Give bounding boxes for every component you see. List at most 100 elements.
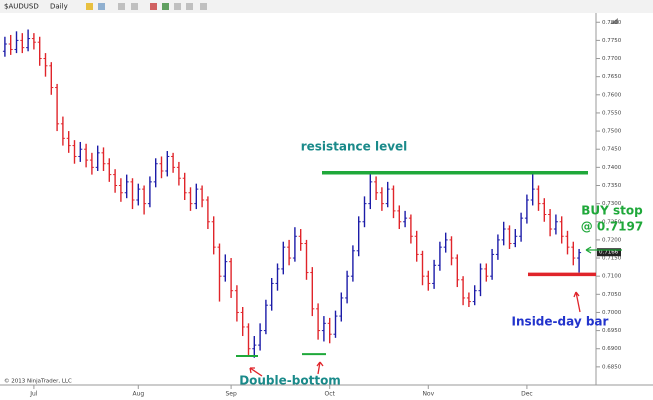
price-bar bbox=[397, 205, 402, 230]
price-bar bbox=[84, 143, 89, 168]
price-bar bbox=[95, 145, 100, 171]
price-bar bbox=[524, 194, 529, 224]
price-bar bbox=[246, 323, 251, 356]
price-bar bbox=[281, 241, 286, 275]
price-bar bbox=[130, 178, 135, 210]
y-tick-label: 0.7450 bbox=[602, 147, 622, 153]
x-tick-label: Aug bbox=[132, 391, 144, 398]
y-tick-label: 0.7600 bbox=[602, 92, 622, 98]
price-bar bbox=[147, 176, 152, 208]
price-bar bbox=[501, 221, 506, 246]
plot: 0.6850 0.6900 0.6950 0.7000 0.7050 0.7100 0.71… bbox=[2, 20, 622, 398]
price-bar bbox=[495, 234, 500, 260]
y-tick-label: 0.7300 bbox=[602, 201, 622, 207]
price-bar bbox=[240, 307, 245, 337]
price-bar bbox=[37, 36, 42, 66]
buy-stop-label: BUY stop bbox=[581, 204, 643, 218]
tool-icon[interactable] bbox=[186, 3, 193, 10]
price-bar bbox=[176, 161, 181, 186]
tool-icon[interactable] bbox=[174, 3, 181, 10]
price-bar bbox=[153, 158, 158, 188]
price-bar bbox=[345, 270, 350, 304]
price-bar bbox=[43, 53, 48, 77]
annotation-arrows bbox=[249, 246, 622, 377]
double-bottom-label: Double-bottom bbox=[239, 374, 341, 388]
price-bar bbox=[205, 196, 210, 230]
price-bar bbox=[159, 156, 164, 179]
y-tick-label: 0.7150 bbox=[602, 256, 622, 262]
buy-stop-price: @ 0.7197 bbox=[581, 220, 643, 234]
tool-icon[interactable] bbox=[86, 3, 93, 10]
price-bar bbox=[536, 185, 541, 211]
price-bar bbox=[472, 285, 477, 306]
tool-icon[interactable] bbox=[200, 3, 207, 10]
price-bar bbox=[548, 209, 553, 237]
x-tick-label: Jul bbox=[29, 391, 38, 398]
price-bar bbox=[571, 241, 576, 266]
price-bar bbox=[437, 241, 442, 271]
y-tick-label: 0.7800 bbox=[602, 20, 622, 26]
price-bar bbox=[379, 187, 384, 211]
y-tick-label: 0.7750 bbox=[602, 38, 622, 44]
tool-icon[interactable] bbox=[162, 3, 169, 10]
price-bar bbox=[223, 254, 228, 282]
price-bar bbox=[200, 185, 205, 208]
price-bar bbox=[449, 236, 454, 266]
tool-icon[interactable] bbox=[131, 3, 138, 10]
arrow bbox=[573, 291, 581, 313]
price-bar bbox=[333, 310, 338, 338]
y-tick-label: 0.7100 bbox=[602, 274, 622, 280]
copyright: © 2013 NinjaTrader, LLC bbox=[4, 378, 72, 385]
price-bar bbox=[113, 169, 118, 193]
price-bar bbox=[577, 248, 582, 273]
price-bar bbox=[171, 152, 176, 173]
period[interactable]: Daily bbox=[50, 3, 68, 11]
price-bar bbox=[194, 183, 199, 210]
price-bar bbox=[385, 181, 390, 208]
y-tick-label: 0.7250 bbox=[602, 219, 622, 225]
price-bar bbox=[107, 158, 112, 182]
y-tick-label: 0.6850 bbox=[602, 364, 622, 370]
price-bar bbox=[466, 292, 471, 308]
price-bar bbox=[426, 270, 431, 291]
price-bar bbox=[2, 36, 7, 57]
price-bar bbox=[327, 317, 332, 344]
price-bar bbox=[182, 172, 187, 200]
price-bar bbox=[142, 185, 147, 215]
price-bar bbox=[408, 214, 413, 244]
price-bar bbox=[136, 183, 141, 206]
inside-day-label: Inside-day bar bbox=[512, 315, 609, 329]
price-bar bbox=[31, 33, 36, 50]
price-bar bbox=[432, 259, 437, 289]
price-bar bbox=[478, 263, 483, 297]
price-bar bbox=[72, 140, 77, 164]
price-bar bbox=[356, 216, 361, 257]
price-bar bbox=[298, 229, 303, 251]
price-bar bbox=[49, 62, 54, 95]
price-bar bbox=[321, 316, 326, 342]
tool-icon[interactable] bbox=[98, 3, 105, 10]
price-bar bbox=[391, 185, 396, 219]
y-tick-label: 0.7500 bbox=[602, 129, 622, 135]
price-bar bbox=[542, 198, 547, 222]
y-tick-label: 0.6900 bbox=[602, 346, 622, 352]
price-bar bbox=[252, 336, 257, 358]
instrument[interactable]: $AUDUSD bbox=[4, 3, 39, 11]
x-tick-label: Oct bbox=[325, 391, 336, 398]
price-bar bbox=[89, 152, 94, 175]
scale-grip[interactable] bbox=[610, 18, 618, 24]
price-bar bbox=[316, 303, 321, 340]
price-bar bbox=[8, 34, 13, 55]
price-bar bbox=[484, 263, 489, 282]
price-bar bbox=[530, 172, 535, 206]
x-tick-label: Sep bbox=[225, 391, 237, 398]
price-bar bbox=[26, 29, 31, 52]
price-bar bbox=[292, 227, 297, 262]
y-tick-label: 0.7400 bbox=[602, 165, 622, 171]
tool-icon[interactable] bbox=[118, 3, 125, 10]
arrow bbox=[316, 361, 324, 375]
price-bar bbox=[78, 141, 83, 162]
price-bar bbox=[269, 277, 274, 311]
tool-icon[interactable] bbox=[150, 3, 157, 10]
